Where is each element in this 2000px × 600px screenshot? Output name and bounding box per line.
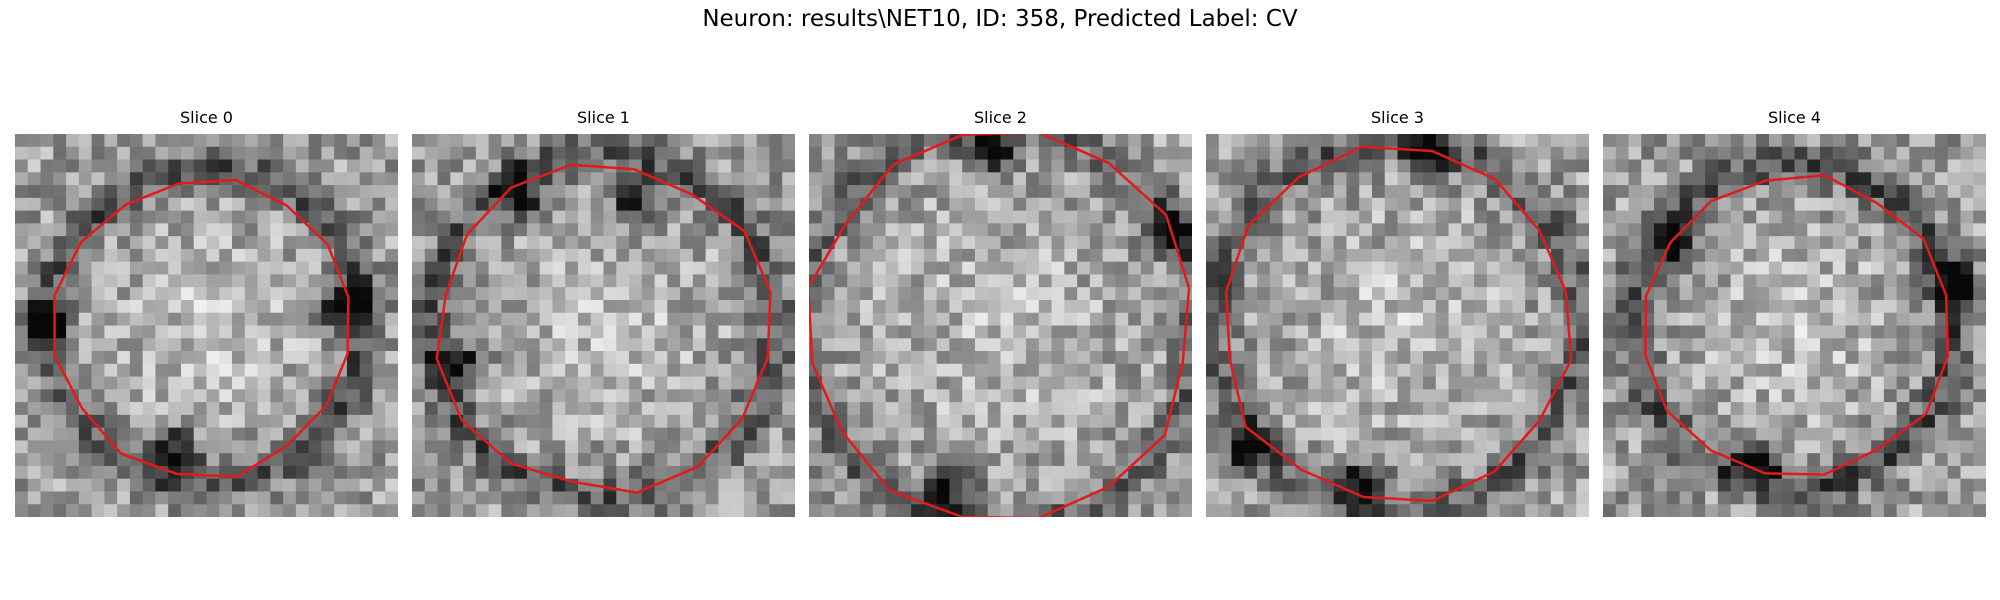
segmentation-contour (1644, 173, 1950, 476)
segmentation-contour (1224, 145, 1573, 503)
micrograph-image (1603, 134, 1986, 517)
micrograph-image (412, 134, 795, 517)
slice-panel-2: Slice 2 (809, 108, 1192, 518)
micrograph-image (1206, 134, 1589, 517)
figure-title: Neuron: results\NET10, ID: 358, Predicte… (702, 6, 1298, 32)
segmentation-contour (809, 134, 1191, 517)
slice-title: Slice 2 (974, 108, 1027, 127)
slice-panel-3: Slice 3 (1206, 108, 1589, 518)
slice-title: Slice 4 (1768, 108, 1821, 127)
slice-title: Slice 1 (577, 108, 630, 127)
slice-title: Slice 0 (180, 108, 233, 127)
micrograph-image (15, 134, 398, 517)
segmentation-contour (435, 163, 772, 494)
slice-title: Slice 3 (1371, 108, 1424, 127)
segmentation-contour (53, 178, 350, 478)
slice-panel-1: Slice 1 (412, 108, 795, 518)
micrograph-image (809, 134, 1192, 517)
slice-panel-0: Slice 0 (15, 108, 398, 518)
slice-panel-4: Slice 4 (1603, 108, 1986, 518)
